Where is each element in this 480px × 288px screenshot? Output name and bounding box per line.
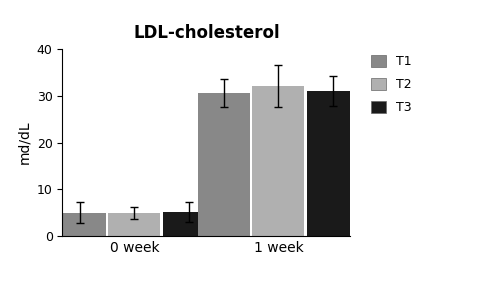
Bar xyxy=(198,93,250,236)
Bar xyxy=(252,86,304,236)
Bar xyxy=(54,213,106,236)
Bar xyxy=(307,91,359,236)
Legend: T1, T2, T3: T1, T2, T3 xyxy=(371,55,412,114)
Y-axis label: md/dL: md/dL xyxy=(17,121,31,164)
Title: LDL-cholesterol: LDL-cholesterol xyxy=(133,24,280,42)
Bar xyxy=(163,212,215,236)
Bar xyxy=(108,213,160,236)
